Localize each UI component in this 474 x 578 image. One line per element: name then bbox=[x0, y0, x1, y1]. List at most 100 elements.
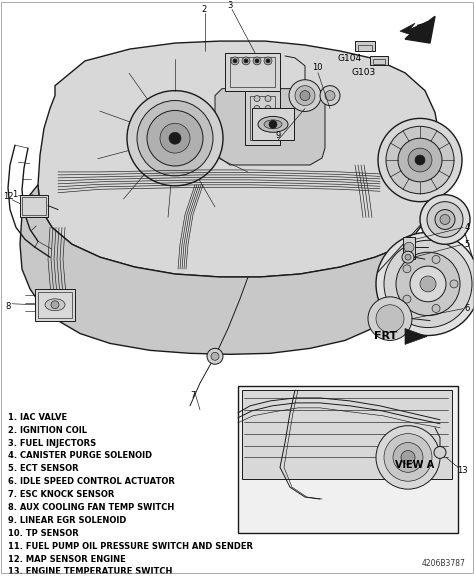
Ellipse shape bbox=[264, 120, 282, 129]
Bar bbox=[230, 57, 275, 87]
Circle shape bbox=[386, 127, 454, 194]
Circle shape bbox=[254, 95, 260, 102]
Circle shape bbox=[137, 101, 213, 176]
Bar bbox=[38, 292, 72, 318]
Circle shape bbox=[450, 280, 458, 288]
Bar bbox=[245, 91, 280, 145]
Bar bbox=[252, 109, 294, 140]
Polygon shape bbox=[38, 41, 440, 277]
Text: 9: 9 bbox=[275, 131, 281, 140]
Text: 5. ECT SENSOR: 5. ECT SENSOR bbox=[8, 464, 79, 473]
Text: 8: 8 bbox=[5, 302, 11, 311]
Circle shape bbox=[403, 265, 411, 273]
Circle shape bbox=[410, 266, 446, 302]
Text: 2: 2 bbox=[201, 5, 207, 14]
Text: 9. LINEAR EGR SOLENOID: 9. LINEAR EGR SOLENOID bbox=[8, 516, 127, 525]
Circle shape bbox=[147, 110, 203, 166]
Circle shape bbox=[435, 210, 455, 229]
Text: 1: 1 bbox=[12, 190, 18, 199]
Circle shape bbox=[265, 116, 271, 121]
Text: 2. IGNITION COIL: 2. IGNITION COIL bbox=[8, 425, 87, 435]
Circle shape bbox=[264, 57, 272, 65]
Bar bbox=[225, 53, 280, 91]
Circle shape bbox=[253, 57, 261, 65]
Circle shape bbox=[169, 132, 181, 144]
Bar bbox=[358, 45, 372, 51]
Bar bbox=[238, 386, 458, 533]
Circle shape bbox=[403, 295, 411, 303]
Bar bbox=[370, 56, 388, 65]
Circle shape bbox=[265, 125, 271, 131]
Text: 6. IDLE SPEED CONTROL ACTUATOR: 6. IDLE SPEED CONTROL ACTUATOR bbox=[8, 477, 175, 486]
Circle shape bbox=[420, 276, 436, 292]
Text: 13: 13 bbox=[456, 466, 467, 475]
Circle shape bbox=[420, 195, 470, 244]
Text: G104: G104 bbox=[338, 54, 362, 64]
Polygon shape bbox=[405, 328, 427, 344]
Circle shape bbox=[254, 125, 260, 131]
Circle shape bbox=[376, 305, 404, 332]
Text: 11. FUEL PUMP OIL PRESSURE SWITCH AND SENDER: 11. FUEL PUMP OIL PRESSURE SWITCH AND SE… bbox=[8, 542, 253, 551]
Bar bbox=[22, 197, 46, 214]
Text: 13. ENGINE TEMPERATURE SWITCH: 13. ENGINE TEMPERATURE SWITCH bbox=[8, 568, 173, 576]
Text: 12: 12 bbox=[3, 192, 13, 201]
Text: 1. IAC VALVE: 1. IAC VALVE bbox=[8, 413, 67, 422]
Text: 7: 7 bbox=[191, 391, 196, 401]
Circle shape bbox=[211, 353, 219, 360]
Circle shape bbox=[320, 86, 340, 106]
Polygon shape bbox=[400, 21, 430, 36]
Circle shape bbox=[393, 443, 423, 472]
Circle shape bbox=[242, 57, 250, 65]
Circle shape bbox=[295, 86, 315, 106]
Text: FRT: FRT bbox=[374, 331, 397, 342]
Text: 8. AUX COOLING FAN TEMP SWITCH: 8. AUX COOLING FAN TEMP SWITCH bbox=[8, 503, 174, 512]
Circle shape bbox=[127, 91, 223, 186]
Bar bbox=[242, 390, 452, 479]
Bar bbox=[250, 95, 275, 140]
Text: 4206B3787: 4206B3787 bbox=[422, 560, 466, 568]
Circle shape bbox=[254, 106, 260, 112]
Circle shape bbox=[427, 202, 463, 238]
Circle shape bbox=[378, 118, 462, 202]
Text: 3: 3 bbox=[228, 1, 233, 10]
Bar bbox=[35, 289, 75, 321]
Circle shape bbox=[440, 214, 450, 224]
Circle shape bbox=[384, 434, 432, 481]
Circle shape bbox=[432, 255, 440, 264]
Text: 3. FUEL INJECTORS: 3. FUEL INJECTORS bbox=[8, 439, 96, 447]
Circle shape bbox=[231, 57, 239, 65]
Text: 4: 4 bbox=[465, 223, 470, 232]
Text: 10: 10 bbox=[312, 64, 322, 72]
Circle shape bbox=[396, 252, 460, 316]
Bar bbox=[20, 195, 48, 217]
Text: VIEW A: VIEW A bbox=[395, 460, 435, 470]
Circle shape bbox=[254, 116, 260, 121]
Circle shape bbox=[289, 80, 321, 112]
Circle shape bbox=[233, 59, 237, 63]
Circle shape bbox=[368, 297, 412, 340]
Circle shape bbox=[207, 349, 223, 364]
Text: 4. CANISTER PURGE SOLENOID: 4. CANISTER PURGE SOLENOID bbox=[8, 451, 152, 461]
Bar bbox=[355, 41, 375, 51]
Circle shape bbox=[160, 123, 190, 153]
Text: 10. TP SENSOR: 10. TP SENSOR bbox=[8, 529, 79, 538]
Text: G103: G103 bbox=[352, 68, 376, 77]
Ellipse shape bbox=[258, 116, 288, 132]
Circle shape bbox=[402, 251, 414, 263]
Bar bbox=[403, 238, 415, 259]
Circle shape bbox=[415, 155, 425, 165]
Bar bbox=[373, 59, 385, 64]
Circle shape bbox=[376, 232, 474, 335]
Circle shape bbox=[325, 91, 335, 101]
Circle shape bbox=[404, 242, 414, 252]
Circle shape bbox=[434, 447, 446, 458]
Text: 7. ESC KNOCK SENSOR: 7. ESC KNOCK SENSOR bbox=[8, 490, 114, 499]
Circle shape bbox=[265, 95, 271, 102]
Text: 12. MAP SENSOR ENGINE: 12. MAP SENSOR ENGINE bbox=[8, 554, 126, 564]
Text: 5: 5 bbox=[465, 240, 470, 249]
Circle shape bbox=[405, 254, 411, 260]
Circle shape bbox=[266, 59, 270, 63]
Ellipse shape bbox=[45, 299, 65, 311]
Circle shape bbox=[269, 120, 277, 128]
Circle shape bbox=[376, 425, 440, 489]
